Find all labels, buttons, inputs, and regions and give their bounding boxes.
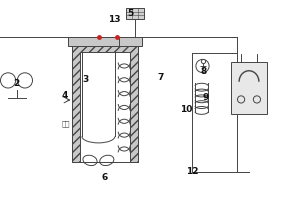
Bar [126, 8, 144, 19]
Bar [72, 46, 138, 162]
Bar [72, 46, 138, 162]
Bar [80, 52, 130, 162]
Bar [68, 37, 142, 46]
Text: 盐水: 盐水 [61, 121, 70, 127]
Text: 5: 5 [128, 8, 134, 18]
Text: 7: 7 [157, 73, 164, 82]
Text: 6: 6 [102, 174, 108, 182]
Text: 10: 10 [180, 105, 192, 114]
Text: 9: 9 [202, 94, 209, 102]
Text: 2: 2 [14, 79, 20, 88]
Text: 8: 8 [201, 68, 207, 76]
Text: 13: 13 [108, 16, 120, 24]
Text: 3: 3 [82, 74, 88, 84]
Text: 4: 4 [61, 90, 68, 99]
Text: 12: 12 [186, 168, 198, 176]
Bar [231, 62, 267, 114]
